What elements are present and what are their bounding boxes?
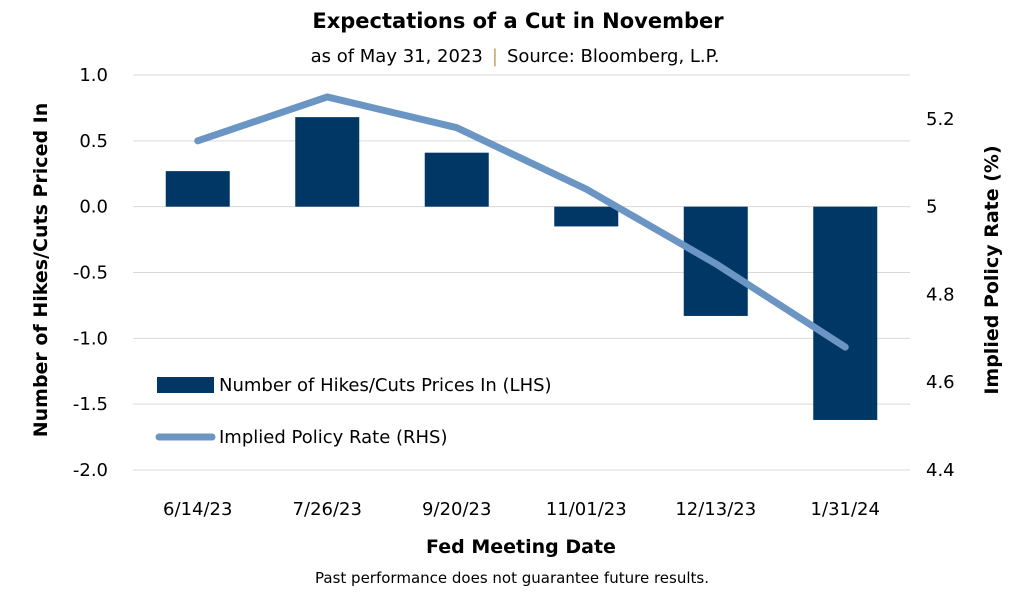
- x-tick-label: 7/26/23: [293, 499, 362, 520]
- left-tick-label: -1.5: [73, 394, 108, 415]
- legend-bar-swatch: [157, 377, 214, 393]
- bar-series: [165, 117, 878, 420]
- subtitle-date: as of May 31, 2023: [311, 46, 483, 67]
- x-tick-label: 12/13/23: [675, 499, 756, 520]
- footnote: Past performance does not guarantee futu…: [315, 569, 709, 587]
- subtitle-separator: |: [492, 46, 498, 67]
- gridlines: [133, 74, 910, 471]
- x-tick-label: 9/20/23: [422, 499, 491, 520]
- left-tick-label: -0.5: [73, 263, 108, 284]
- legend-line-label: Implied Policy Rate (RHS): [219, 427, 448, 448]
- right-tick-label: 4.4: [926, 460, 955, 481]
- line-series: [194, 93, 849, 351]
- bar: [165, 171, 230, 207]
- right-axis-ticks: 5.2 5 4.8 4.6 4.4: [926, 109, 955, 481]
- chart-subtitle: as of May 31, 2023 | Source: Bloomberg, L.…: [311, 46, 720, 67]
- left-tick-label: 0.5: [79, 131, 108, 152]
- bar: [295, 117, 360, 207]
- bar: [813, 206, 878, 420]
- left-tick-label: -2.0: [73, 460, 108, 481]
- right-tick-label: 5: [926, 197, 937, 218]
- left-tick-label: 0.0: [79, 197, 108, 218]
- left-tick-label: 1.0: [79, 65, 108, 86]
- bar: [424, 152, 489, 207]
- x-tick-label: 6/14/23: [163, 499, 232, 520]
- left-tick-label: -1.0: [73, 328, 108, 349]
- legend: Number of Hikes/Cuts Prices In (LHS) Imp…: [155, 375, 552, 448]
- x-axis-title: Fed Meeting Date: [426, 536, 616, 558]
- right-tick-label: 4.6: [926, 372, 955, 393]
- x-tick-label: 11/01/23: [546, 499, 627, 520]
- x-tick-label: 1/31/24: [811, 499, 880, 520]
- legend-bar-label: Number of Hikes/Cuts Prices In (LHS): [219, 375, 552, 396]
- left-axis-title: Number of Hikes/Cuts Priced In: [30, 103, 52, 438]
- chart-title: Expectations of a Cut in November: [312, 9, 724, 33]
- policy-rate-line: [194, 93, 849, 351]
- left-axis-ticks: 1.0 0.5 0.0 -0.5 -1.0 -1.5 -2.0: [73, 65, 108, 481]
- right-axis-title: Implied Policy Rate (%): [981, 145, 1003, 394]
- subtitle-source: Source: Bloomberg, L.P.: [507, 46, 720, 67]
- bar: [554, 206, 619, 227]
- right-tick-label: 5.2: [926, 109, 955, 130]
- x-axis-ticks: 6/14/23 7/26/23 9/20/23 11/01/23 12/13/23 1/3…: [163, 499, 880, 520]
- right-tick-label: 4.8: [926, 284, 955, 305]
